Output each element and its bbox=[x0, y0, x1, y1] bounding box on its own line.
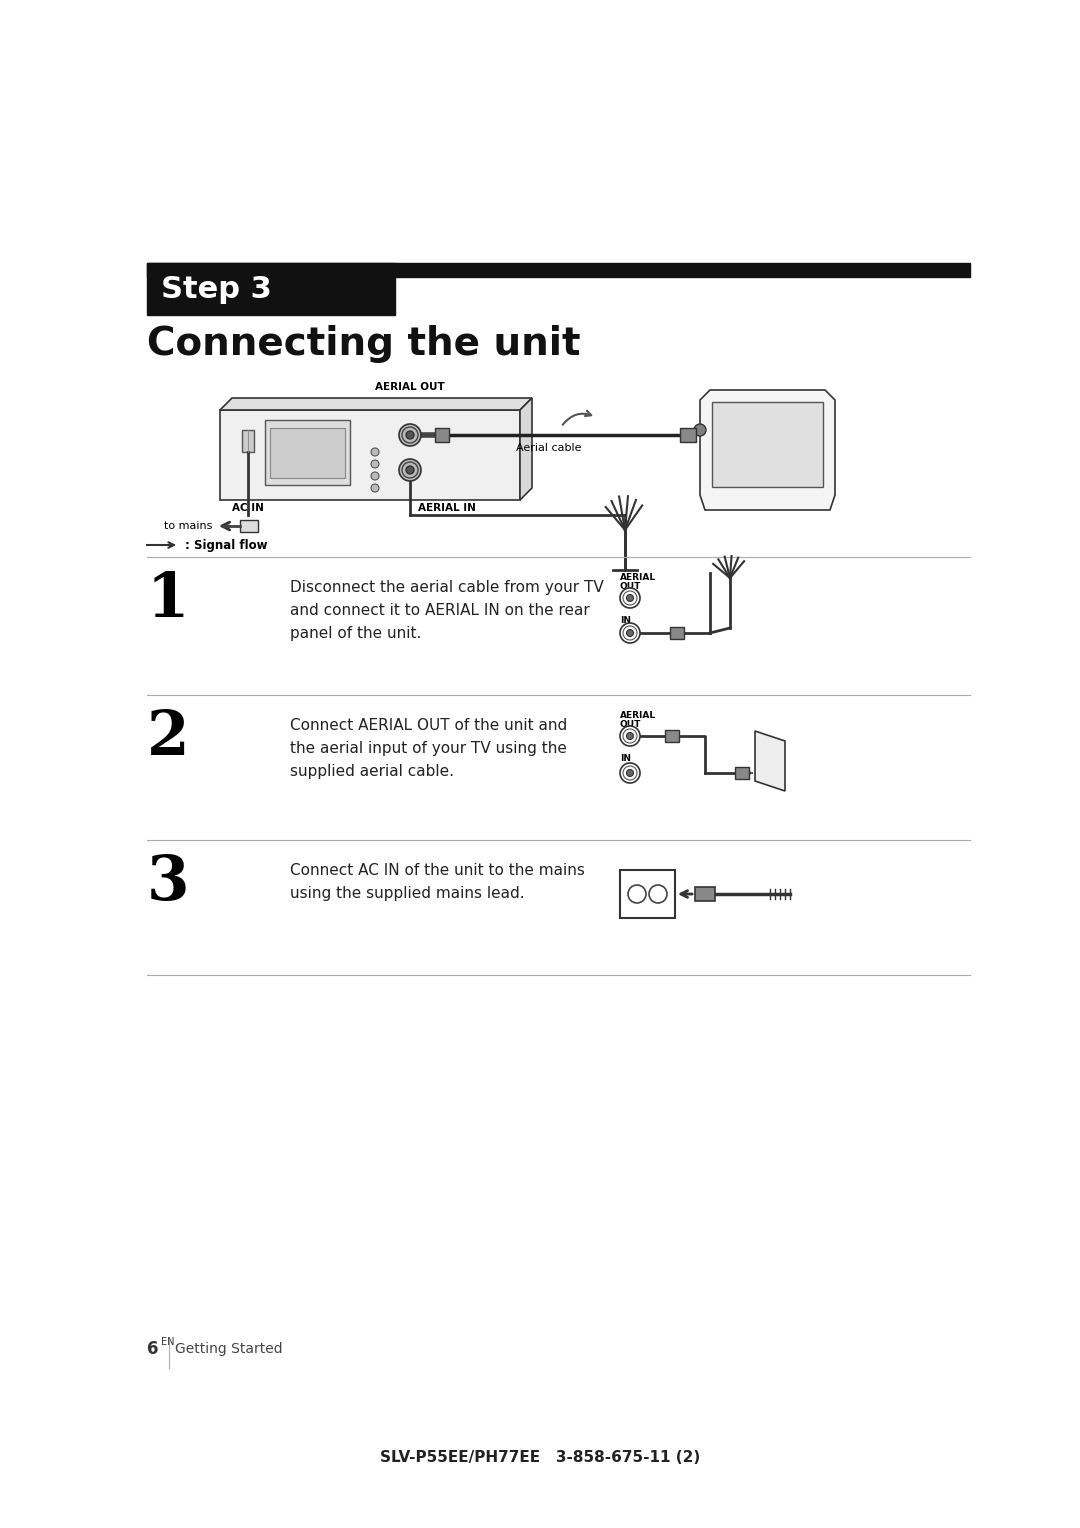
Polygon shape bbox=[755, 730, 785, 792]
Circle shape bbox=[620, 762, 640, 782]
Text: AERIAL OUT: AERIAL OUT bbox=[375, 382, 445, 393]
Text: SLV-P55EE/PH77EE   3-858-675-11 (2): SLV-P55EE/PH77EE 3-858-675-11 (2) bbox=[380, 1450, 700, 1465]
Text: IN: IN bbox=[620, 616, 631, 625]
Circle shape bbox=[694, 423, 706, 435]
Text: IN: IN bbox=[620, 753, 631, 762]
Polygon shape bbox=[220, 397, 532, 410]
Circle shape bbox=[406, 431, 414, 439]
Bar bbox=[220, 410, 519, 500]
Circle shape bbox=[372, 472, 379, 480]
Text: 6: 6 bbox=[147, 1340, 159, 1358]
Text: Step 3: Step 3 bbox=[161, 275, 272, 304]
Text: AERIAL: AERIAL bbox=[620, 711, 657, 720]
Text: OUT: OUT bbox=[620, 720, 642, 729]
Bar bbox=[620, 869, 675, 918]
Text: : Signal flow: : Signal flow bbox=[185, 538, 268, 552]
Text: EN: EN bbox=[161, 1337, 175, 1348]
Circle shape bbox=[372, 448, 379, 455]
Circle shape bbox=[649, 885, 667, 903]
Text: Getting Started: Getting Started bbox=[175, 1342, 283, 1355]
Polygon shape bbox=[519, 397, 532, 500]
Text: AERIAL IN: AERIAL IN bbox=[418, 503, 476, 513]
Bar bbox=[712, 402, 823, 487]
Text: AC IN: AC IN bbox=[232, 503, 264, 513]
Circle shape bbox=[626, 770, 634, 776]
Circle shape bbox=[620, 623, 640, 643]
Text: OUT: OUT bbox=[620, 582, 642, 591]
Circle shape bbox=[620, 726, 640, 746]
Bar bbox=[435, 428, 449, 442]
Circle shape bbox=[626, 630, 634, 637]
Bar bbox=[240, 520, 258, 532]
Bar bbox=[696, 886, 715, 902]
Circle shape bbox=[399, 423, 421, 446]
Polygon shape bbox=[700, 390, 835, 510]
Circle shape bbox=[372, 484, 379, 492]
Bar bbox=[270, 428, 345, 478]
Bar bbox=[147, 263, 970, 277]
Text: 2: 2 bbox=[147, 707, 190, 769]
Circle shape bbox=[627, 885, 646, 903]
Text: Connect AC IN of the unit to the mains
using the supplied mains lead.: Connect AC IN of the unit to the mains u… bbox=[291, 863, 585, 902]
Text: Connect AERIAL OUT of the unit and
the aerial input of your TV using the
supplie: Connect AERIAL OUT of the unit and the a… bbox=[291, 718, 567, 779]
Circle shape bbox=[620, 588, 640, 608]
Bar bbox=[735, 767, 750, 779]
Text: Disconnect the aerial cable from your TV
and connect it to AERIAL IN on the rear: Disconnect the aerial cable from your TV… bbox=[291, 581, 604, 640]
Text: 3: 3 bbox=[147, 853, 189, 914]
Bar bbox=[665, 730, 679, 743]
Text: 1: 1 bbox=[147, 570, 189, 630]
Bar bbox=[670, 626, 684, 639]
Bar bbox=[242, 429, 254, 452]
Text: Aerial cable: Aerial cable bbox=[516, 443, 581, 452]
Text: to mains: to mains bbox=[164, 521, 212, 532]
Bar bbox=[680, 428, 696, 442]
Circle shape bbox=[626, 732, 634, 740]
Circle shape bbox=[399, 458, 421, 481]
Circle shape bbox=[372, 460, 379, 468]
Text: Connecting the unit: Connecting the unit bbox=[147, 325, 581, 364]
Bar bbox=[265, 420, 350, 484]
Circle shape bbox=[406, 466, 414, 474]
Text: AERIAL: AERIAL bbox=[620, 573, 657, 582]
Circle shape bbox=[626, 594, 634, 602]
Bar bbox=[147, 263, 395, 315]
